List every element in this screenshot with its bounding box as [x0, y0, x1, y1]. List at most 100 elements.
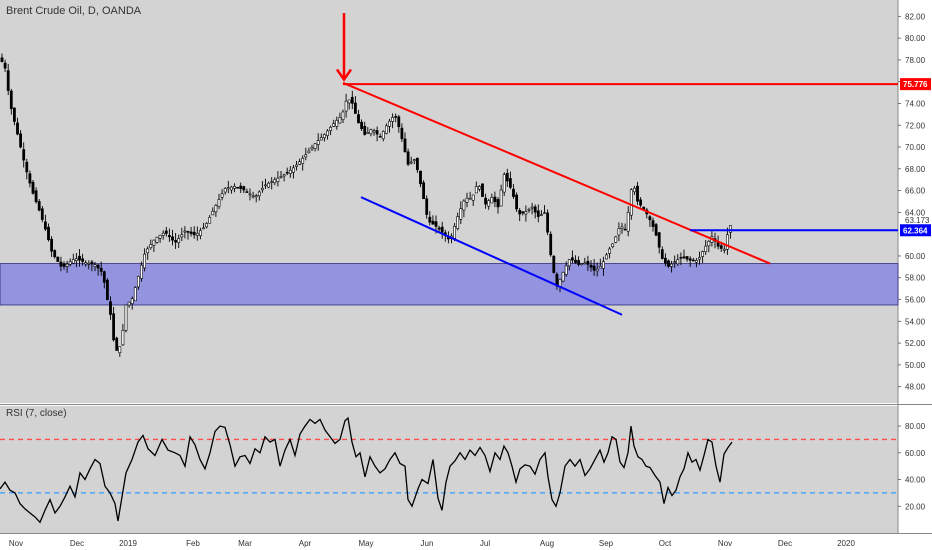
- candle-body: [137, 276, 140, 288]
- candle-body: [16, 122, 19, 135]
- time-tick-label: Aug: [540, 539, 554, 548]
- candle-body: [307, 150, 311, 154]
- candle-body: [112, 313, 116, 341]
- candle-body: [595, 268, 599, 272]
- candle-body: [285, 171, 289, 174]
- candle-body: [270, 181, 274, 183]
- candle-body: [304, 154, 308, 158]
- candle-body: [601, 261, 605, 269]
- candle-body: [93, 264, 97, 267]
- candle-body: [663, 257, 667, 264]
- time-tick-label: Sep: [599, 539, 614, 548]
- candle-body: [477, 186, 481, 190]
- candle-body: [34, 190, 38, 203]
- candle-body: [369, 129, 373, 135]
- candle-body: [9, 90, 13, 110]
- price-label-box-red: [900, 78, 931, 91]
- price-tick-label: 78.00: [905, 56, 926, 65]
- candle-body: [704, 245, 708, 252]
- candle-body: [90, 261, 94, 265]
- candle-body: [236, 186, 240, 189]
- arrow-head: [335, 68, 353, 82]
- candle-body: [199, 230, 202, 237]
- candle-body: [434, 221, 438, 227]
- candles-group: [0, 53, 732, 357]
- candle-body: [722, 248, 726, 251]
- rsi-tick-label: 40.00: [905, 476, 926, 485]
- candle-body: [654, 224, 658, 236]
- candle-body: [453, 226, 457, 239]
- candle-body: [115, 337, 119, 351]
- candle-body: [233, 186, 236, 189]
- candle-body: [230, 186, 233, 191]
- candle-body: [719, 245, 723, 249]
- candle-body: [326, 130, 329, 136]
- rsi-tick-label: 60.00: [905, 449, 926, 458]
- candle-body: [614, 236, 618, 243]
- candle-body: [75, 258, 78, 261]
- candle-body: [419, 170, 422, 185]
- candle-body: [53, 250, 57, 258]
- candle-body: [490, 197, 494, 204]
- time-tick-label: Jun: [421, 539, 434, 548]
- price-tick-label: 60.00: [905, 252, 926, 261]
- candle-body: [183, 230, 187, 233]
- red-trendline: [342, 81, 771, 265]
- candle-body: [670, 263, 674, 267]
- candle-body: [37, 201, 41, 211]
- candle-body: [106, 279, 109, 301]
- candle-body: [366, 132, 370, 134]
- candle-body: [694, 260, 698, 263]
- candle-body: [701, 251, 705, 257]
- price-tick-label: 80.00: [905, 34, 926, 43]
- candle-body: [239, 185, 243, 190]
- candle-body: [406, 151, 410, 165]
- candle-body: [298, 161, 302, 165]
- candle-body: [471, 194, 475, 201]
- rsi-tick-label: 20.00: [905, 502, 926, 511]
- candle-body: [394, 116, 398, 118]
- candle-body: [273, 179, 277, 184]
- candle-body: [667, 260, 670, 267]
- candle-body: [6, 70, 10, 91]
- candle-body: [651, 220, 655, 227]
- candle-body: [493, 196, 497, 203]
- candle-body: [570, 257, 574, 261]
- candle-body: [353, 102, 357, 114]
- candle-body: [539, 214, 543, 216]
- candle-body: [589, 264, 593, 268]
- candle-body: [381, 131, 385, 140]
- candle-body: [632, 187, 636, 193]
- candle-body: [288, 169, 292, 174]
- candle-body: [291, 167, 295, 173]
- candle-body: [158, 234, 162, 239]
- time-tick-label: Dec: [778, 539, 792, 548]
- price-tick-label: 72.00: [905, 121, 926, 130]
- candle-body: [43, 221, 47, 230]
- candle-body: [329, 126, 333, 131]
- candle-body: [313, 143, 317, 150]
- candle-body: [22, 149, 26, 161]
- candle-body: [65, 263, 69, 267]
- candle-body: [81, 258, 85, 262]
- candle-body: [245, 191, 249, 193]
- price-tick-label: 56.00: [905, 296, 926, 305]
- price-label-blue: 62.364: [903, 226, 928, 235]
- candle-body: [3, 62, 7, 69]
- candle-body: [267, 182, 271, 188]
- candle-body: [481, 183, 484, 197]
- price-label-box-blue: [900, 224, 931, 237]
- candle-body: [372, 130, 376, 133]
- candle-body: [698, 257, 701, 260]
- candle-body: [189, 231, 193, 234]
- candle-body: [217, 199, 221, 208]
- candle-body: [257, 191, 261, 197]
- candle-body: [47, 226, 50, 241]
- candle-body: [316, 140, 320, 145]
- candle-body: [254, 195, 258, 198]
- candle-body: [508, 178, 512, 188]
- candle-body: [102, 271, 106, 283]
- candle-body: [347, 99, 351, 104]
